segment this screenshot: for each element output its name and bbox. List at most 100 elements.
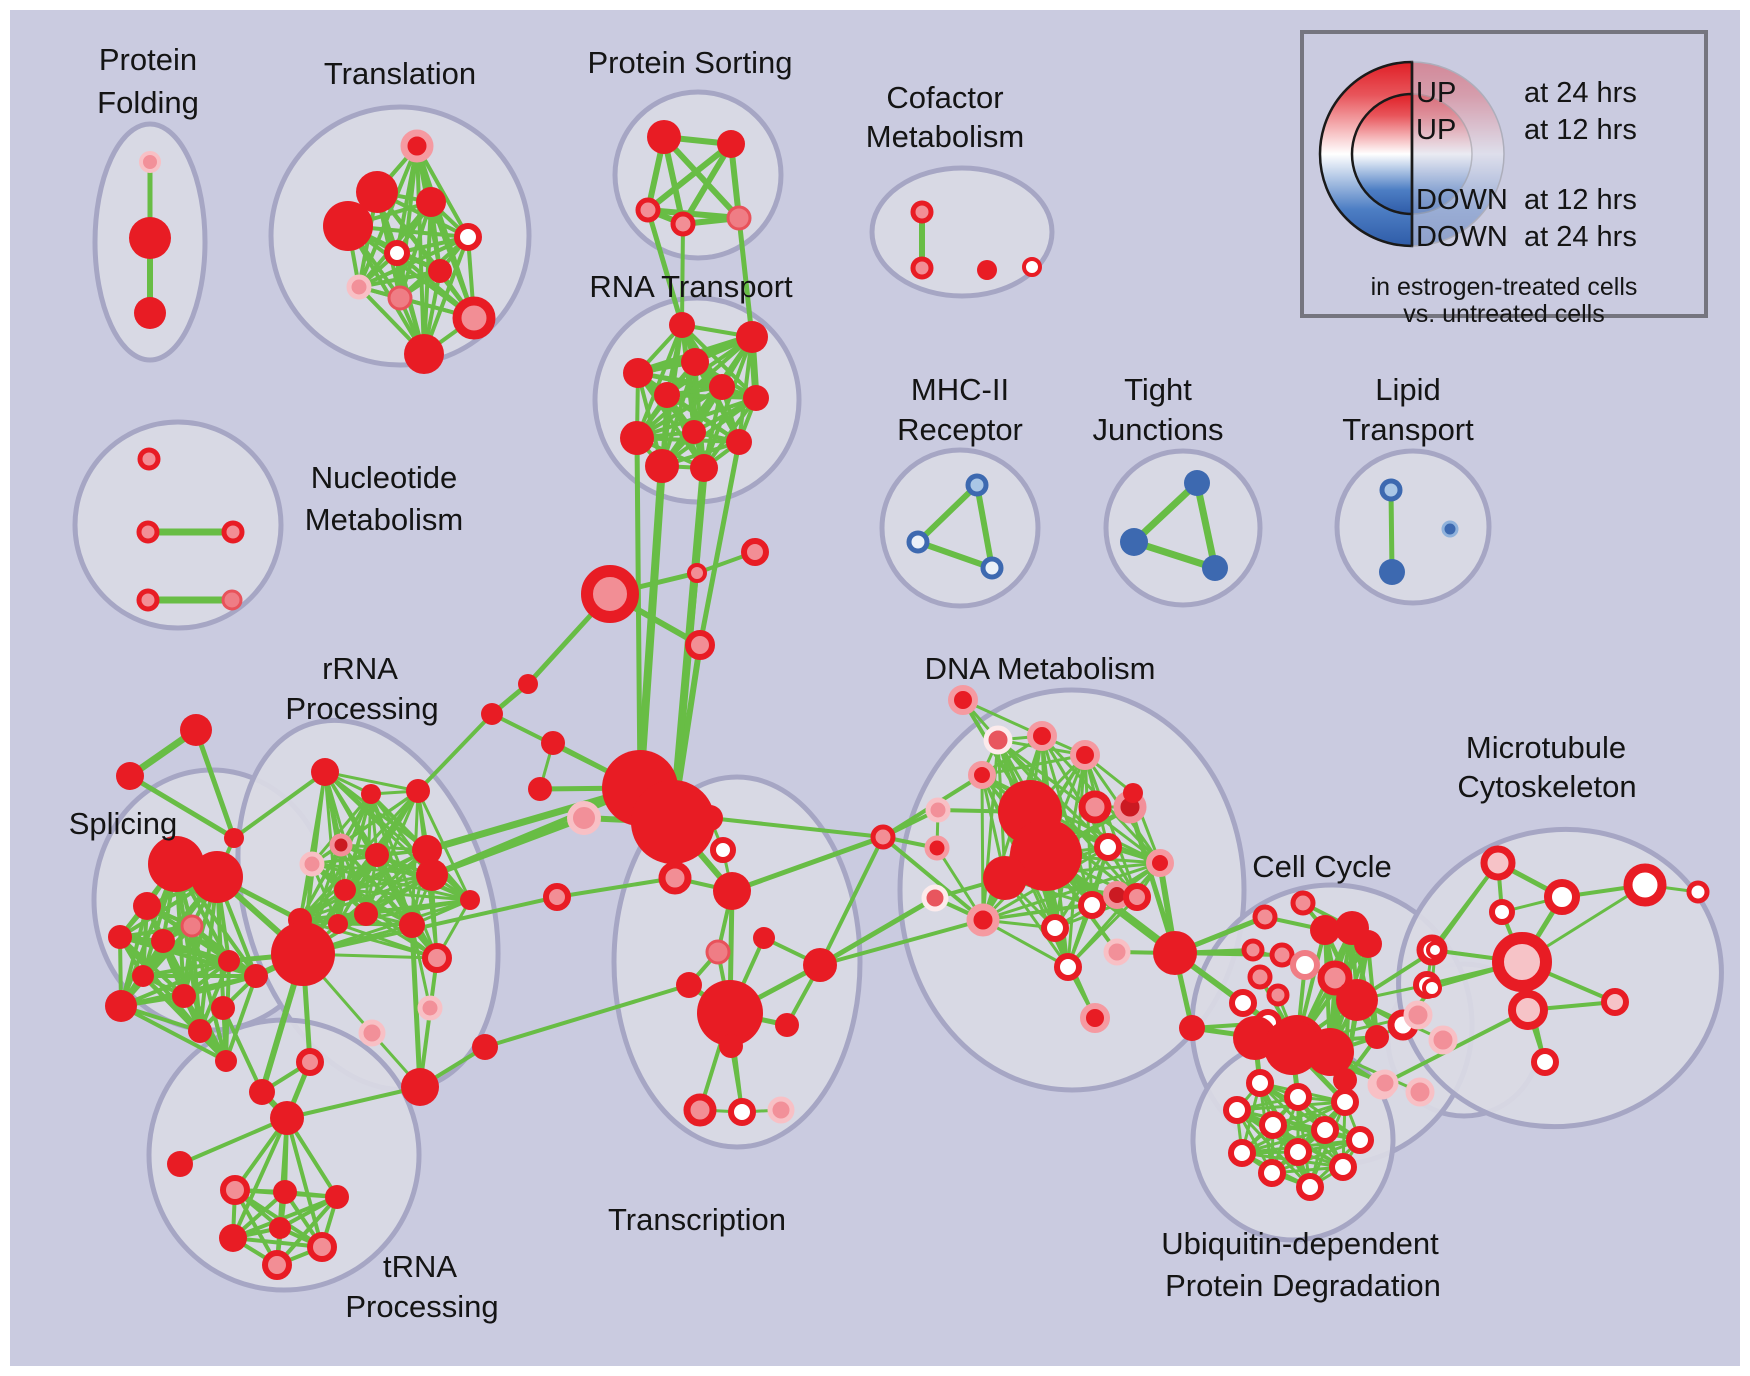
edge-tn3-tn6 [275, 1195, 339, 1267]
gene-node-rt11 [645, 449, 679, 483]
edge-sp6-sp12 [190, 924, 202, 1033]
gene-node-c3 [741, 538, 769, 566]
gene-node-sp10 [218, 950, 240, 972]
edge-dm10-dm12 [881, 835, 985, 922]
edge-x1-x3 [193, 727, 237, 841]
gene-node-cc12 [1266, 983, 1290, 1007]
gene-node-mt9 [1623, 863, 1667, 907]
legend-time: at 24 hrs [1524, 221, 1637, 253]
legend: UP at 24 hrs UP at 12 hrs DOWN at 12 hrs… [1300, 30, 1708, 328]
gene-node-dm10 [870, 824, 896, 850]
gene-node-cc25 [1405, 1077, 1435, 1107]
gene-node-cc23 [1428, 1025, 1458, 1055]
gene-node-cf4 [1022, 257, 1042, 277]
gene-node-mh3 [980, 556, 1004, 580]
cluster-label-ubiquitin-2: Protein Degradation [1165, 1268, 1441, 1303]
gene-node-rr3 [406, 779, 430, 803]
edge-rr3-rr9 [298, 789, 420, 922]
gene-node-tn1 [220, 1175, 250, 1205]
cluster-label-cofactor-1: Cofactor [886, 80, 1003, 115]
gene-node-rt5 [709, 374, 735, 400]
gene-node-tn9 [296, 1048, 324, 1076]
gene-node-rt1 [669, 312, 695, 338]
gene-node-dmb3 [983, 856, 1027, 900]
edge-rr2-rr5 [310, 792, 373, 866]
edge-sp11-sp13 [224, 974, 258, 1063]
gene-node-ub12 [1296, 1173, 1324, 1201]
edge-rt10-c4 [697, 439, 742, 648]
edge-rt11-hub1 [636, 462, 666, 792]
gene-node-tj3 [1202, 555, 1228, 581]
gene-node-tn6 [262, 1250, 292, 1280]
cluster-label-dna-metabolism: DNA Metabolism [925, 651, 1156, 686]
cluster-label-tight-2: Junctions [1093, 412, 1224, 447]
edge-tj1-tj2 [1130, 479, 1201, 546]
gene-node-dm23 [948, 685, 978, 715]
gene-node-tx10 [775, 1013, 799, 1037]
gene-node-tr8 [346, 274, 372, 300]
edge-ps2-ps4 [680, 141, 734, 227]
gene-node-mt10 [1686, 880, 1710, 904]
gene-node-ub11 [1329, 1153, 1357, 1181]
gene-node-tx7 [676, 972, 702, 998]
edge-sp8-sp10 [119, 959, 231, 1008]
cluster-label-nucleotide-1: Nucleotide [311, 460, 457, 495]
gene-node-rt7 [743, 385, 769, 411]
legend-time: at 12 hrs [1524, 114, 1637, 146]
edge-mid6-tx3 [555, 876, 677, 899]
gene-node-rr12 [399, 912, 425, 938]
gene-node-rt8 [620, 421, 654, 455]
gene-node-tx6 [705, 939, 731, 965]
cluster-label-microtubule-1: Microtubule [1466, 730, 1626, 765]
cluster-label-mhc-2: Receptor [897, 412, 1023, 447]
gene-node-rt3 [623, 358, 653, 388]
gene-node-ub6 [1311, 1116, 1339, 1144]
gene-node-tn5 [307, 1232, 337, 1262]
gene-node-tx4 [713, 872, 751, 910]
gene-node-mt5 [1426, 941, 1444, 959]
legend-inner-left-half [1350, 92, 1414, 216]
edge-tr7-tr8 [357, 269, 442, 289]
gene-node-rt9 [682, 420, 706, 444]
gene-node-mid3 [541, 731, 565, 755]
gene-node-tx9 [697, 980, 763, 1046]
gene-node-mt6 [1422, 978, 1442, 998]
gene-node-c4 [685, 630, 715, 660]
gene-node-tx3 [658, 861, 692, 895]
edge-sp7-sp10 [141, 959, 231, 978]
gene-node-x1 [180, 714, 212, 746]
gene-node-ub9 [1284, 1138, 1312, 1166]
edge-tn14-rr12 [410, 923, 432, 1010]
cluster-label-ubiquitin-1: Ubiquitin-dependent [1161, 1226, 1439, 1261]
edge-mid6-rr14 [301, 895, 559, 956]
legend-label: DOWN [1416, 221, 1508, 253]
gene-node-sp3 [133, 892, 161, 920]
edge-tx1-dm10 [708, 816, 885, 839]
gene-node-cc17 [1333, 1068, 1357, 1092]
gene-node-tj2 [1120, 528, 1148, 556]
gene-node-tn13 [358, 1019, 386, 1047]
gene-node-rr1 [311, 758, 339, 786]
gene-node-rr15 [334, 879, 356, 901]
edge-ubp-mt8 [1383, 1008, 1530, 1085]
gene-node-mh2 [906, 530, 930, 554]
gene-node-rr4 [329, 833, 353, 857]
cluster-label-lipid-1: Lipid [1375, 372, 1441, 407]
gene-node-tn3 [325, 1185, 349, 1209]
gene-node-dm20 [1054, 953, 1082, 981]
gene-node-tn2 [273, 1180, 297, 1204]
cluster-cofactor-metabolism [869, 165, 1055, 299]
gene-node-dm4 [968, 761, 996, 789]
gene-node-dm21 [1080, 1003, 1110, 1033]
gene-node-tx12 [683, 1093, 717, 1127]
gene-node-tr2 [356, 171, 398, 213]
edge-mh1-mh2 [915, 482, 980, 545]
gene-node-dm19 [1103, 938, 1131, 966]
gene-node-mt1 [1480, 845, 1516, 881]
gene-node-dm16 [1094, 833, 1122, 861]
gene-node-mid1 [481, 703, 503, 725]
gene-node-tn4 [219, 1224, 247, 1252]
gene-node-lp1 [1379, 478, 1403, 502]
gene-node-tx14 [767, 1096, 795, 1124]
gene-node-cc22 [1403, 1000, 1433, 1030]
